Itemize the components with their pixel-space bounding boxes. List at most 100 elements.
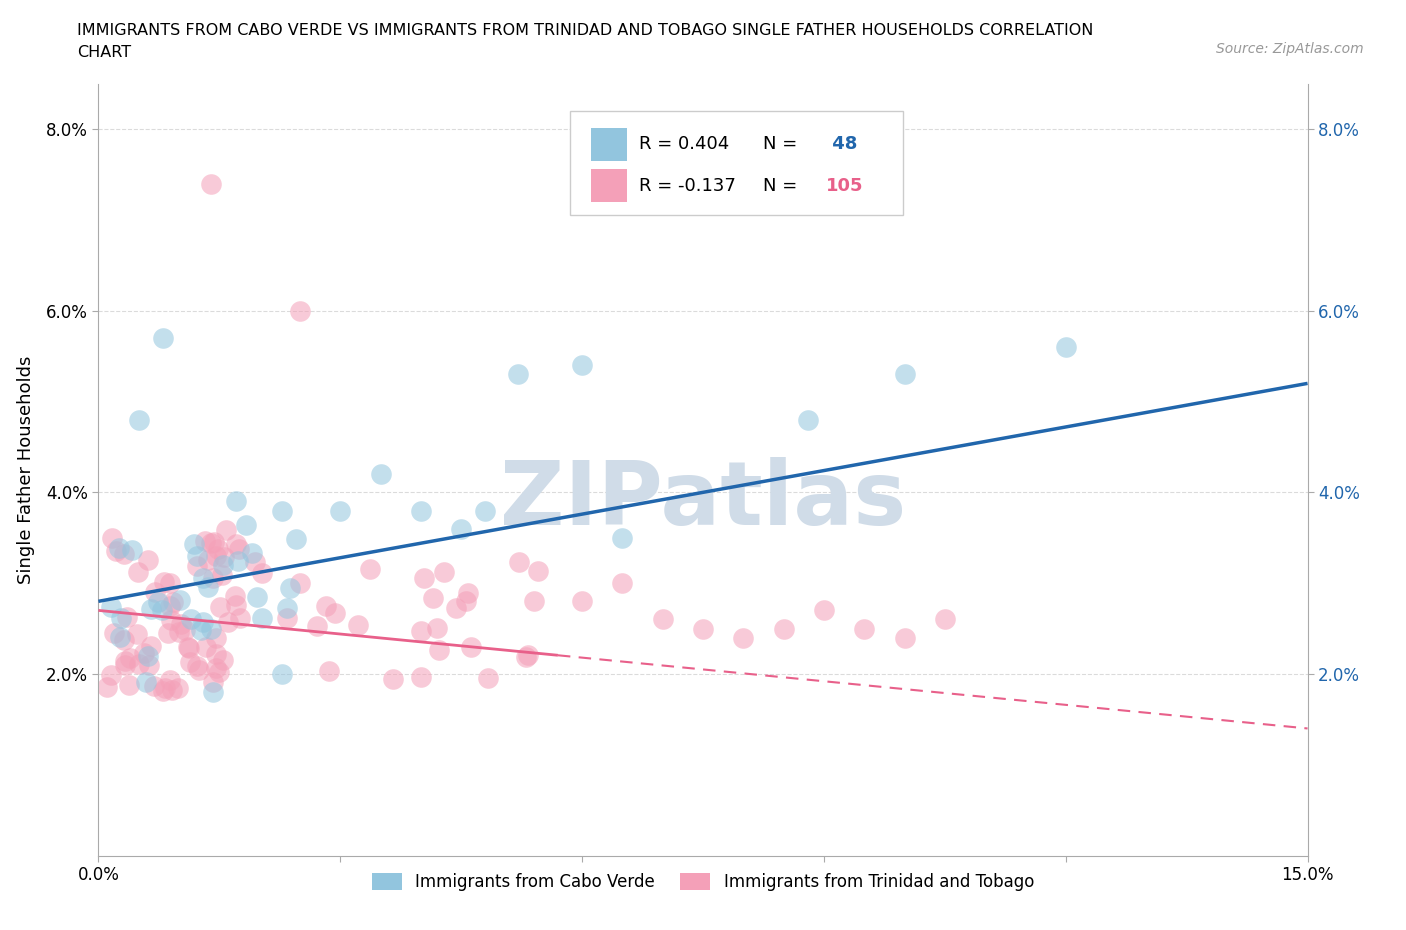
Point xyxy=(235,517,257,532)
Point xyxy=(208,600,231,615)
Point xyxy=(110,630,132,644)
Bar xyxy=(591,128,627,161)
Point xyxy=(346,618,368,632)
Point xyxy=(474,503,496,518)
Point xyxy=(276,610,298,625)
Text: R = 0.404: R = 0.404 xyxy=(638,135,730,153)
Point xyxy=(150,603,173,618)
Point xyxy=(202,535,225,550)
Point xyxy=(136,648,159,663)
Point xyxy=(1054,339,1077,354)
Point xyxy=(422,591,444,605)
Point xyxy=(250,611,273,626)
Point xyxy=(177,640,200,655)
Point xyxy=(110,610,132,625)
Point xyxy=(217,615,239,630)
Text: IMMIGRANTS FROM CABO VERDE VS IMMIGRANTS FROM TRINIDAD AND TOBAGO SINGLE FATHER : IMMIGRANTS FROM CABO VERDE VS IMMIGRANTS… xyxy=(77,23,1094,38)
Point xyxy=(506,366,529,381)
Point xyxy=(159,673,181,688)
Point xyxy=(508,554,530,569)
Legend: Immigrants from Cabo Verde, Immigrants from Trinidad and Tobago: Immigrants from Cabo Verde, Immigrants f… xyxy=(366,866,1040,897)
Point xyxy=(411,670,433,684)
Point xyxy=(108,541,131,556)
Point xyxy=(288,575,311,590)
Point xyxy=(527,564,550,578)
Point xyxy=(197,580,219,595)
Point xyxy=(160,613,183,628)
Point xyxy=(382,671,405,686)
Point xyxy=(176,640,198,655)
Point xyxy=(145,585,167,600)
Point xyxy=(156,626,179,641)
Point xyxy=(197,552,219,567)
Point xyxy=(194,533,217,548)
Point xyxy=(201,684,224,699)
Point xyxy=(167,681,190,696)
Text: CHART: CHART xyxy=(77,45,131,60)
Point xyxy=(228,541,250,556)
Point xyxy=(174,623,197,638)
Point xyxy=(139,639,162,654)
Point xyxy=(612,576,634,591)
Point xyxy=(208,665,231,680)
Point xyxy=(893,631,915,645)
Point xyxy=(128,658,150,672)
Point xyxy=(853,621,876,636)
Point xyxy=(457,585,479,600)
Point xyxy=(225,494,247,509)
Point xyxy=(370,467,392,482)
Point xyxy=(179,655,201,670)
Point xyxy=(571,594,593,609)
Point xyxy=(276,600,298,615)
Point xyxy=(159,576,181,591)
Point xyxy=(212,550,235,565)
Point xyxy=(612,530,634,545)
Point xyxy=(359,562,381,577)
Text: N =: N = xyxy=(763,177,803,194)
Point xyxy=(204,660,226,675)
Point xyxy=(278,580,301,595)
Point xyxy=(180,612,202,627)
Point xyxy=(427,643,450,658)
Point xyxy=(135,674,157,689)
Point xyxy=(215,523,238,538)
Y-axis label: Single Father Households: Single Father Households xyxy=(17,355,35,584)
Point xyxy=(288,303,311,318)
Point xyxy=(772,621,794,636)
Point xyxy=(153,681,176,696)
Point xyxy=(121,543,143,558)
Point xyxy=(100,600,122,615)
Point xyxy=(200,176,222,191)
Point xyxy=(127,627,149,642)
Point xyxy=(202,571,225,586)
Point xyxy=(204,549,226,564)
Point xyxy=(523,593,546,608)
Point xyxy=(128,412,150,427)
Point xyxy=(229,611,252,626)
Point xyxy=(433,565,456,579)
Point xyxy=(200,536,222,551)
Point xyxy=(142,679,165,694)
Point xyxy=(329,503,352,518)
Point xyxy=(225,536,247,551)
Point xyxy=(813,603,835,618)
Point xyxy=(571,358,593,373)
Point xyxy=(200,622,222,637)
Point xyxy=(409,503,432,518)
Point xyxy=(170,617,193,631)
Point xyxy=(114,547,136,562)
Point xyxy=(134,645,156,660)
Point xyxy=(477,671,499,685)
Point xyxy=(115,610,138,625)
Point xyxy=(412,571,434,586)
Point xyxy=(225,597,247,612)
Point xyxy=(152,684,174,698)
Bar xyxy=(591,169,627,202)
Point xyxy=(136,552,159,567)
Point xyxy=(103,626,125,641)
Point xyxy=(169,624,191,639)
Point xyxy=(205,631,228,645)
Point xyxy=(195,640,218,655)
Point xyxy=(190,623,212,638)
Point xyxy=(692,621,714,636)
